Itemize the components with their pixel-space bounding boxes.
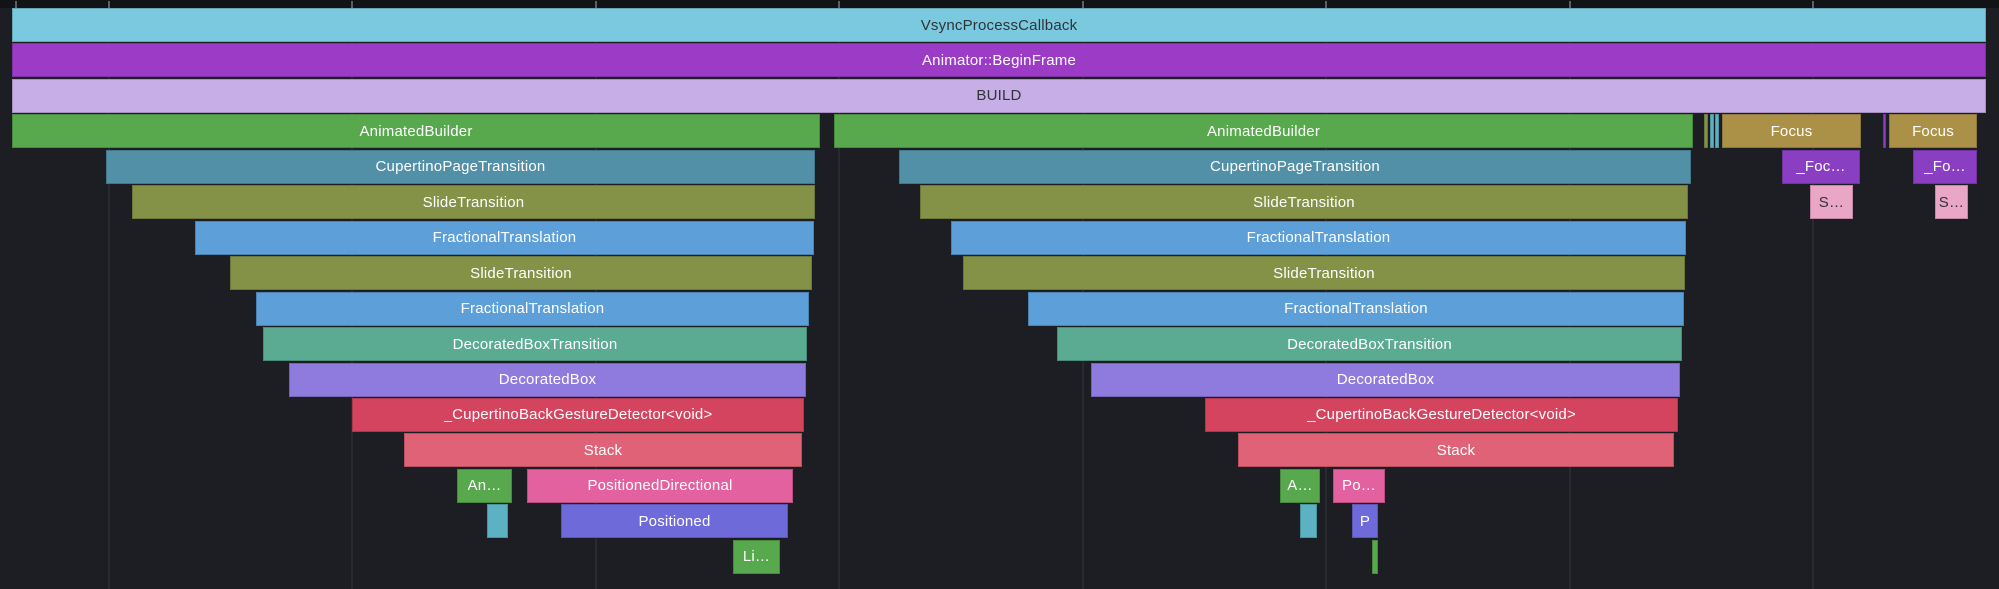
flame-frame-label: Stack: [583, 441, 623, 459]
flame-frame-decoratedbox[interactable]: DecoratedBox: [289, 362, 806, 397]
flame-frame-sliver[interactable]: [1300, 504, 1317, 539]
timeline-ruler: [0, 0, 1999, 8]
flame-frame-cupertinobackgesturedetector-void[interactable]: _CupertinoBackGestureDetector<void>: [1205, 397, 1678, 432]
flame-frame-slidetransition[interactable]: SlideTransition: [230, 256, 812, 291]
flame-frame-stack[interactable]: Stack: [404, 433, 802, 468]
flame-frame-slidetransition[interactable]: SlideTransition: [963, 256, 1685, 291]
flame-frame-label: SlideTransition: [470, 264, 572, 282]
flame-frame-slidetransition[interactable]: SlideTransition: [920, 185, 1688, 220]
flame-frame-sliver[interactable]: [487, 504, 508, 539]
flame-frame-li[interactable]: Li…: [733, 539, 780, 574]
flame-frame-label: Focus: [1912, 122, 1954, 140]
flame-frame-build[interactable]: BUILD: [12, 78, 1986, 113]
flame-frame-fractionaltranslation[interactable]: FractionalTranslation: [195, 220, 814, 255]
flame-frame-cupertinopagetransition[interactable]: CupertinoPageTransition: [106, 149, 815, 184]
ruler-tick: [1325, 1, 1327, 8]
flame-frame-sliver[interactable]: [1883, 114, 1886, 149]
ruler-tick: [838, 1, 840, 8]
flame-frame-label: _Foc…: [1796, 158, 1846, 176]
flame-frame-p[interactable]: P: [1352, 504, 1378, 539]
ruler-tick: [1569, 1, 1571, 8]
flame-frame-sliver[interactable]: [1372, 539, 1378, 574]
flame-frame-label: _Fo…: [1924, 158, 1966, 176]
flame-frame-fractionaltranslation[interactable]: FractionalTranslation: [1028, 291, 1684, 326]
flame-frame-label: An…: [467, 477, 502, 495]
flame-frame-cupertinopagetransition[interactable]: CupertinoPageTransition: [899, 149, 1691, 184]
flame-frame-label: FractionalTranslation: [460, 300, 605, 318]
ruler-tick: [1812, 1, 1814, 8]
flame-frame-s[interactable]: S…: [1810, 185, 1853, 220]
gridline: [108, 8, 110, 589]
flame-frame-label: DecoratedBox: [1336, 371, 1435, 388]
ruler-tick: [351, 1, 353, 8]
flame-frame-label: Stack: [1436, 441, 1476, 459]
gridline: [838, 8, 840, 589]
flame-frame-label: _CupertinoBackGestureDetector<void>: [1307, 406, 1576, 424]
flame-frame-label: Positioned: [638, 512, 711, 530]
flame-frame-slidetransition[interactable]: SlideTransition: [132, 185, 815, 220]
flame-frame-label: Animator::BeginFrame: [921, 51, 1077, 69]
flame-frame-animatedbuilder[interactable]: AnimatedBuilder: [834, 114, 1693, 149]
flame-frame-decoratedboxtransition[interactable]: DecoratedBoxTransition: [263, 327, 807, 362]
flame-frame-vsyncprocesscallback[interactable]: VsyncProcessCallback: [12, 8, 1986, 42]
flame-frame-label: DecoratedBoxTransition: [452, 335, 618, 353]
flame-frame-label: P: [1359, 512, 1371, 530]
flame-frame-label: AnimatedBuilder: [359, 122, 473, 140]
flame-frame-label: CupertinoPageTransition: [375, 158, 546, 176]
flame-frame-label: SlideTransition: [1273, 264, 1375, 282]
flame-frame-label: CupertinoPageTransition: [1210, 158, 1380, 176]
flame-frame-label: BUILD: [976, 87, 1022, 105]
flame-frame-label: Focus: [1770, 122, 1813, 140]
ruler-tick: [108, 1, 110, 8]
flame-frame-an[interactable]: An…: [457, 468, 512, 503]
flame-frame-po[interactable]: Po…: [1333, 468, 1385, 503]
ruler-tick: [15, 1, 17, 8]
flame-frame-stack[interactable]: Stack: [1238, 433, 1674, 468]
ruler-tick: [1082, 1, 1084, 8]
flame-frame-foc[interactable]: _Foc…: [1782, 149, 1860, 184]
flame-frame-label: Li…: [742, 548, 771, 566]
flame-frame-s[interactable]: S…: [1935, 185, 1968, 220]
flame-frame-sliver[interactable]: [1715, 114, 1719, 149]
flame-frame-label: AnimatedBuilder: [1206, 122, 1321, 140]
gridline: [1812, 8, 1814, 589]
flame-frame-positioneddirectional[interactable]: PositionedDirectional: [527, 468, 793, 503]
flame-frame-label: S…: [1938, 193, 1965, 211]
flame-frame-cupertinobackgesturedetector-void[interactable]: _CupertinoBackGestureDetector<void>: [352, 397, 804, 432]
flame-frame-label: FractionalTranslation: [1246, 229, 1391, 247]
flame-frame-animatedbuilder[interactable]: AnimatedBuilder: [12, 114, 820, 149]
ruler-tick: [595, 1, 597, 8]
flame-frame-label: Po…: [1342, 477, 1376, 495]
flame-frame-sliver[interactable]: [1710, 114, 1714, 149]
flame-frame-a[interactable]: A…: [1280, 468, 1320, 503]
flame-frame-label: DecoratedBoxTransition: [1287, 335, 1452, 353]
flame-frame-sliver[interactable]: [1704, 114, 1708, 149]
flame-frame-label: PositionedDirectional: [587, 477, 733, 495]
flame-frame-animator-beginframe[interactable]: Animator::BeginFrame: [12, 43, 1986, 78]
flame-frame-label: A…: [1287, 477, 1313, 495]
flame-frame-label: FractionalTranslation: [1284, 300, 1428, 318]
flame-frame-label: _CupertinoBackGestureDetector<void>: [443, 406, 713, 424]
flame-frame-focus[interactable]: Focus: [1722, 114, 1861, 149]
flame-frame-label: S…: [1818, 193, 1845, 211]
flame-frame-label: SlideTransition: [422, 193, 525, 211]
flame-frame-label: SlideTransition: [1253, 193, 1355, 211]
flame-frame-fo[interactable]: _Fo…: [1913, 149, 1977, 184]
flame-frame-label: DecoratedBox: [498, 371, 597, 388]
flame-frame-label: FractionalTranslation: [432, 229, 577, 247]
flame-frame-label: VsyncProcessCallback: [920, 16, 1078, 34]
flame-frame-decoratedbox[interactable]: DecoratedBox: [1091, 362, 1680, 397]
flame-frame-positioned[interactable]: Positioned: [561, 504, 788, 539]
flame-frame-focus[interactable]: Focus: [1889, 114, 1977, 149]
flame-frame-fractionaltranslation[interactable]: FractionalTranslation: [256, 291, 809, 326]
flame-frame-decoratedboxtransition[interactable]: DecoratedBoxTransition: [1057, 327, 1682, 362]
flame-frame-fractionaltranslation[interactable]: FractionalTranslation: [951, 220, 1686, 255]
